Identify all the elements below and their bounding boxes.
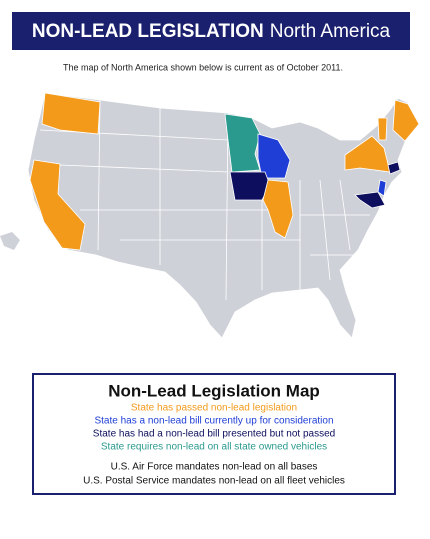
illinois: [262, 179, 294, 239]
map: [0, 92, 421, 339]
new-jersey: [377, 179, 387, 197]
washington: [41, 92, 101, 135]
legend-note: U.S. Air Force mandates non-lead on all …: [111, 462, 318, 473]
legend-item: State has had a non-lead bill presented …: [93, 429, 335, 440]
state-borders: [39, 99, 370, 301]
michigan: [295, 142, 318, 180]
wisconsin: [257, 133, 291, 179]
legend-item: State has passed non-lead legislation: [131, 403, 297, 414]
legend-item: State has a non-lead bill currently up f…: [94, 416, 333, 427]
legend-note: U.S. Postal Service mandates non-lead on…: [83, 476, 345, 487]
title-suffix: North America: [270, 21, 391, 42]
minnesota: [224, 113, 261, 173]
title: NON-LEAD LEGISLATION: [32, 21, 264, 42]
maine: [392, 99, 420, 142]
subtitle: The map of North America shown below is …: [63, 62, 343, 72]
header-title: NON-LEAD LEGISLATION North America: [32, 21, 391, 42]
legend-item: State requires non-lead on all state own…: [101, 442, 327, 453]
legend-box: [32, 373, 396, 495]
us-outline: [27, 92, 421, 339]
legend-title: Non-Lead Legislation Map: [108, 381, 320, 400]
legend-items: State has passed non-lead legislation Sta…: [83, 403, 345, 487]
vermont: [377, 117, 388, 141]
connecticut: [387, 161, 401, 175]
alaska: [0, 232, 20, 250]
california: [29, 159, 86, 251]
maryland: [354, 191, 386, 209]
header-banner: [12, 12, 410, 50]
